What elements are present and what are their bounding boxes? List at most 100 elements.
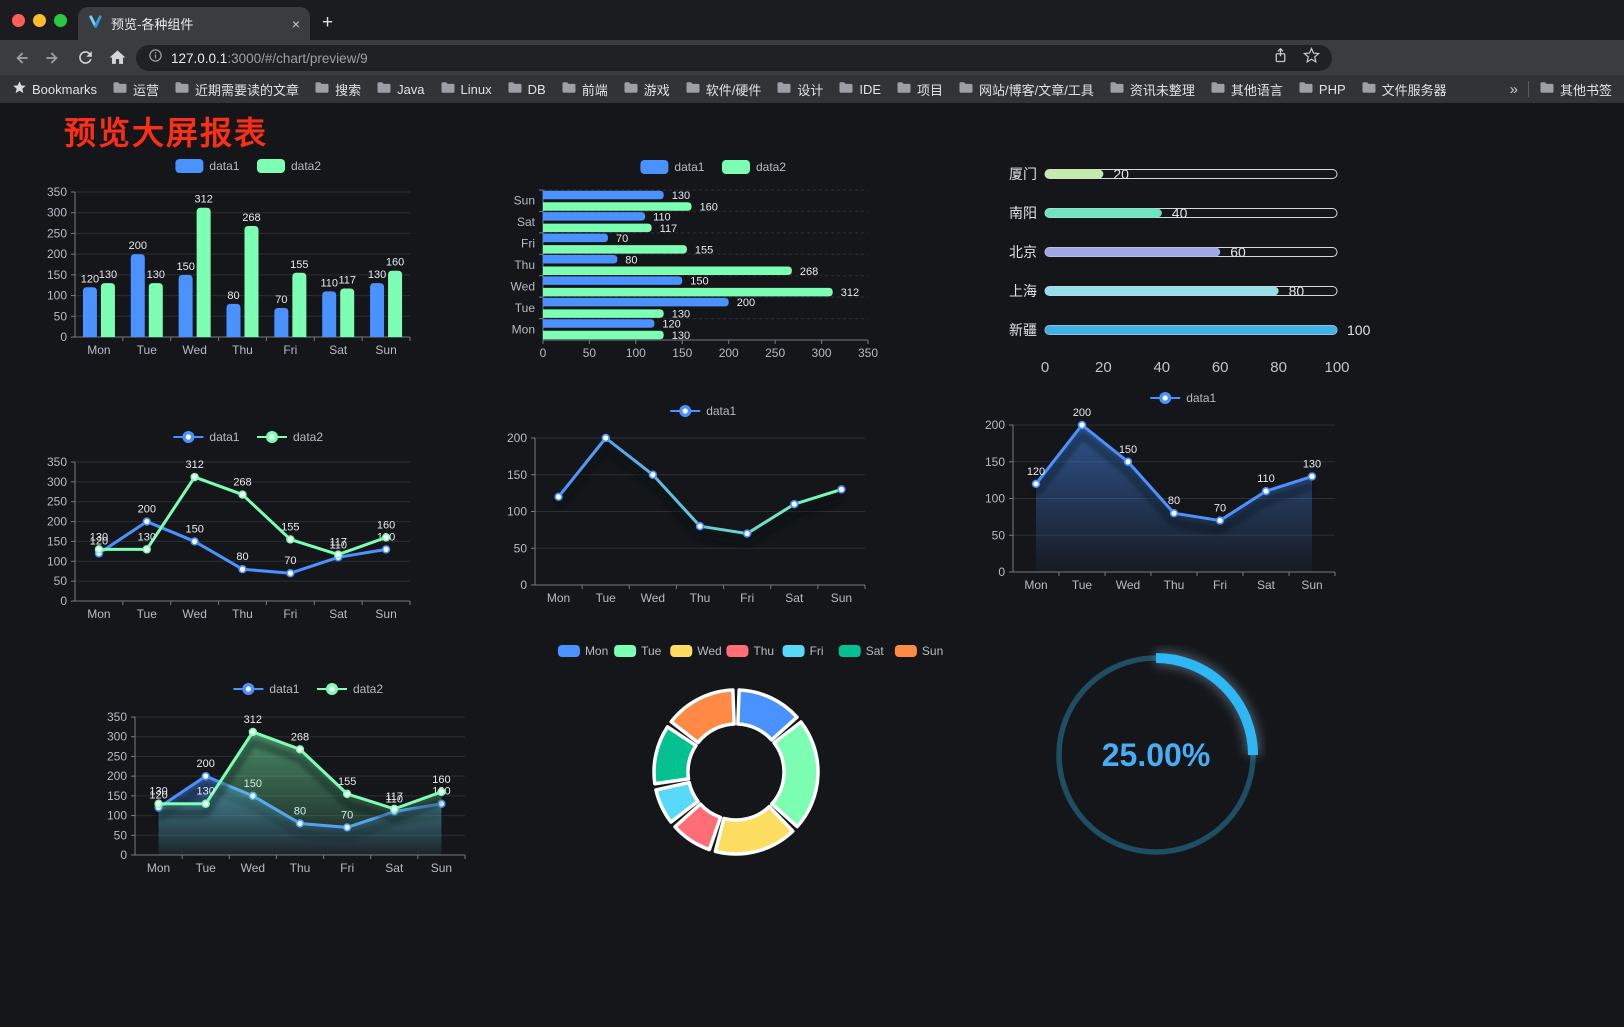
folder-icon (623, 81, 639, 97)
svg-text:20: 20 (1113, 166, 1129, 182)
bookmarks-overflow-icon[interactable]: » (1509, 80, 1518, 98)
svg-text:200: 200 (129, 240, 147, 252)
browser-tab[interactable]: 预览-各种组件 × (78, 7, 310, 40)
close-window-button[interactable] (12, 14, 25, 27)
svg-text:268: 268 (242, 212, 260, 224)
bookmark-item[interactable]: 其他语言 (1210, 80, 1283, 99)
folder-icon (685, 81, 701, 97)
bookmarks-label: Bookmarks (32, 81, 98, 97)
svg-text:155: 155 (290, 259, 308, 271)
bookmark-item[interactable]: 软件/硬件 (685, 80, 761, 99)
svg-text:Sat: Sat (329, 343, 348, 357)
svg-text:Sat: Sat (385, 861, 404, 875)
svg-text:Fri: Fri (1213, 578, 1227, 592)
svg-text:data1: data1 (674, 160, 704, 174)
svg-text:200: 200 (138, 504, 156, 516)
svg-text:200: 200 (197, 758, 215, 770)
svg-text:150: 150 (672, 346, 692, 360)
minimize-window-button[interactable] (33, 14, 46, 27)
svg-text:Fri: Fri (283, 607, 297, 621)
bookmark-item[interactable]: Linux (440, 81, 492, 97)
bookmark-label: IDE (859, 81, 882, 97)
bookmark-label: 游戏 (643, 82, 670, 98)
bookmark-label: 项目 (917, 82, 944, 98)
bookmarks-star-item[interactable]: Bookmarks (12, 80, 97, 98)
bookmark-item[interactable]: 资讯未整理 (1109, 80, 1195, 99)
svg-text:312: 312 (244, 714, 262, 726)
svg-text:Sun: Sun (375, 343, 396, 357)
svg-text:Mon: Mon (147, 861, 170, 875)
bookmark-item[interactable]: 游戏 (623, 80, 670, 99)
back-icon[interactable] (10, 47, 32, 69)
share-icon[interactable] (1272, 47, 1289, 69)
svg-text:0: 0 (60, 330, 67, 344)
other-bookmarks-item[interactable]: 其他书签 (1539, 80, 1612, 99)
svg-text:350: 350 (107, 710, 127, 724)
bookmark-label: 资讯未整理 (1129, 82, 1195, 98)
bookmark-label: 前端 (581, 82, 608, 98)
bookmark-label: 运营 (133, 82, 160, 98)
tab-close-icon[interactable]: × (291, 15, 300, 32)
bookmark-item[interactable]: IDE (838, 81, 881, 97)
bookmark-item[interactable]: DB (507, 81, 546, 97)
svg-text:350: 350 (47, 455, 67, 469)
svg-text:250: 250 (107, 749, 127, 763)
bookmark-item[interactable]: 网站/博客/文章/工具 (958, 80, 1094, 99)
folder-icon (1298, 81, 1314, 97)
address-bar[interactable]: 127.0.0.1:3000/#/chart/preview/9 (136, 45, 1332, 71)
svg-text:Tue: Tue (196, 861, 217, 875)
folder-icon (112, 81, 128, 97)
bookmark-item[interactable]: PHP (1298, 81, 1346, 97)
bookmark-item[interactable]: 前端 (561, 80, 608, 99)
bookmark-item[interactable]: 文件服务器 (1361, 80, 1447, 99)
svg-text:Sun: Sun (831, 591, 852, 605)
window-controls (12, 14, 67, 27)
svg-text:100: 100 (47, 554, 67, 568)
svg-text:120: 120 (90, 535, 108, 547)
bookmark-item[interactable]: Java (376, 81, 425, 97)
bookmark-item[interactable]: 设计 (776, 80, 823, 99)
folder-icon (314, 81, 330, 97)
svg-text:150: 150 (690, 276, 708, 288)
svg-text:110: 110 (329, 539, 347, 551)
svg-text:新疆: 新疆 (1009, 322, 1037, 338)
svg-text:100: 100 (47, 289, 67, 303)
zoom-window-button[interactable] (54, 14, 67, 27)
svg-text:150: 150 (507, 468, 527, 482)
svg-text:50: 50 (583, 346, 597, 360)
svg-text:Mon: Mon (1024, 578, 1047, 592)
bookmark-item[interactable]: 搜索 (314, 80, 361, 99)
new-tab-button[interactable]: + (322, 12, 334, 33)
bookmark-item[interactable]: 运营 (112, 80, 159, 99)
folder-icon (776, 81, 792, 97)
svg-text:Fri: Fri (810, 644, 824, 658)
url-host: 127.0.0.1 (171, 50, 228, 66)
folder-icon (1109, 81, 1125, 97)
site-info-icon[interactable] (148, 48, 163, 68)
svg-text:110: 110 (320, 277, 338, 289)
bookmark-item[interactable]: 项目 (896, 80, 943, 99)
svg-text:120: 120 (662, 319, 680, 331)
svg-text:200: 200 (719, 346, 739, 360)
url-path: :3000/#/chart/preview/9 (227, 50, 368, 66)
svg-text:130: 130 (672, 330, 690, 342)
svg-text:Thu: Thu (290, 861, 311, 875)
svg-text:60: 60 (1212, 359, 1229, 376)
bookmark-star-icon[interactable] (1302, 46, 1321, 69)
folder-icon (838, 81, 854, 97)
svg-text:data1: data1 (209, 430, 239, 444)
svg-text:50: 50 (54, 309, 68, 323)
svg-text:155: 155 (695, 244, 713, 256)
forward-icon[interactable] (42, 47, 64, 69)
svg-text:300: 300 (47, 206, 67, 220)
svg-text:Tue: Tue (515, 301, 536, 315)
refresh-icon[interactable] (74, 47, 96, 69)
chart-area-single: data1 0 50 100 150 200 Mon Tue Wed Thu Fri Sat Sun 12… (985, 385, 1385, 602)
svg-text:80: 80 (227, 290, 239, 302)
bookmark-item[interactable]: 近期需要读的文章 (174, 80, 299, 99)
svg-text:200: 200 (47, 247, 67, 261)
bookmark-folder-list: 运营 近期需要读的文章 搜索 Java Linux DB 前端 游戏 软件/硬件 设计 IDE 项目 网… (112, 80, 1462, 99)
svg-text:150: 150 (176, 261, 194, 273)
home-icon[interactable] (106, 47, 128, 69)
svg-text:80: 80 (625, 254, 637, 266)
